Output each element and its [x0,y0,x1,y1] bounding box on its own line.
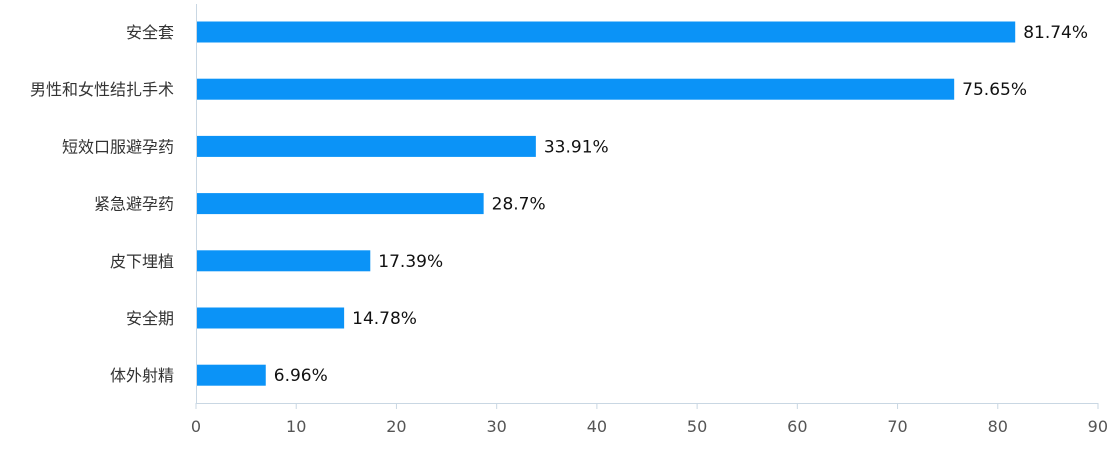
category-label-1: 男性和女性结扎手术 [30,80,174,99]
x-tick-label-4: 40 [587,417,607,436]
x-tick-label-0: 0 [191,417,201,436]
x-tick-label-9: 90 [1088,417,1108,436]
bar-3 [197,193,484,215]
bar-1 [197,78,955,100]
bar-5 [197,307,345,329]
x-tick-label-8: 80 [988,417,1008,436]
bar-4 [197,250,371,272]
x-tick-label-3: 30 [486,417,506,436]
data-label-0: 81.74% [1023,23,1088,43]
data-label-1: 75.65% [962,80,1027,100]
category-label-0: 安全套 [126,23,174,42]
category-label-4: 皮下埋植 [110,252,174,271]
bars-group [197,21,1016,386]
bar-6 [197,364,266,386]
bar-2 [197,135,536,157]
x-tick-label-6: 60 [787,417,807,436]
x-tick-label-5: 50 [687,417,707,436]
data-label-4: 17.39% [378,252,443,272]
x-axis: 0 10 20 30 40 50 60 70 80 90 [191,403,1108,436]
category-label-5: 安全期 [126,309,174,328]
category-label-6: 体外射精 [110,366,174,385]
data-labels: 81.74% 75.65% 33.91% 28.7% 17.39% 14.78% 6.96% [274,23,1088,386]
category-label-3: 紧急避孕药 [94,195,174,214]
data-label-6: 6.96% [274,366,328,386]
data-label-5: 14.78% [352,309,417,329]
bar-0 [197,21,1016,43]
data-label-2: 33.91% [544,137,609,157]
x-tick-label-1: 10 [286,417,306,436]
data-label-3: 28.7% [492,195,546,215]
category-label-2: 短效口服避孕药 [62,137,174,156]
x-tick-label-2: 20 [386,417,406,436]
x-tick-label-7: 70 [887,417,907,436]
